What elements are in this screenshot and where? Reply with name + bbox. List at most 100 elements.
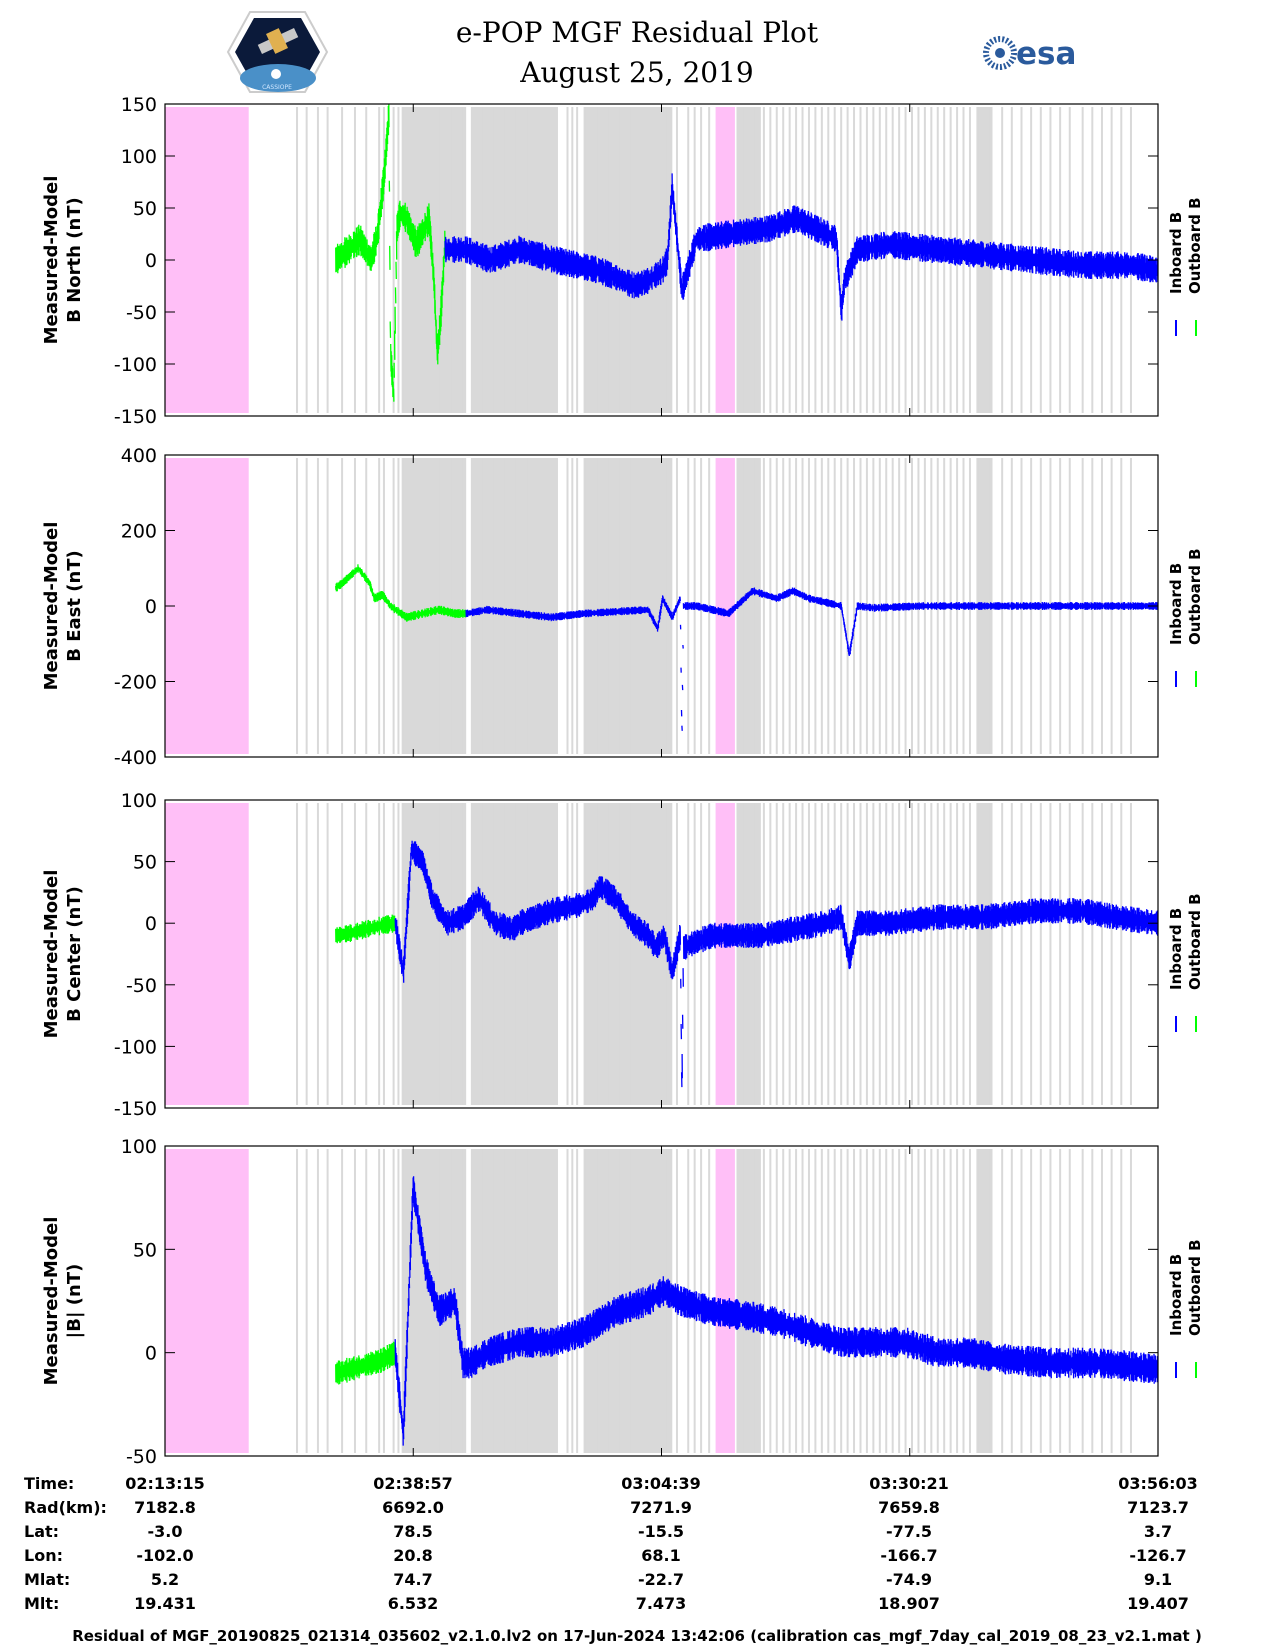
ephemeris-cell: 7182.8: [134, 1498, 196, 1517]
gray-line-band: [872, 803, 875, 1105]
gray-line-band: [700, 803, 703, 1105]
ephemeris-cell: 9.1: [1144, 1570, 1172, 1589]
chart-title-line2: August 25, 2019: [519, 56, 753, 89]
gray-line-band: [930, 1149, 933, 1453]
y-tick-label: 200: [121, 521, 157, 543]
gray-dense-band: [540, 803, 545, 1105]
gray-line-band: [807, 803, 810, 1105]
y-tick-label: 0: [145, 250, 157, 272]
gray-line-band: [853, 458, 856, 754]
gray-line-band: [1100, 803, 1103, 1105]
gray-line-band: [1100, 1149, 1103, 1453]
panel-total: -50 0 50 100 Measured-Model |B| (nT) Inboard B…: [41, 1136, 1204, 1468]
gray-line-band: [807, 458, 810, 754]
gray-dense-band: [669, 458, 673, 754]
gray-dense-band: [671, 803, 673, 1105]
gray-line-band: [968, 1149, 971, 1453]
y-axis-label-line1: Measured-Model: [41, 522, 62, 691]
gray-line-band: [801, 1149, 804, 1453]
gray-line-band: [891, 803, 894, 1105]
ephemeris-cell: 7123.7: [1127, 1498, 1189, 1517]
gray-line-band: [708, 458, 711, 754]
panel-east: -400 -200 0 200 400 Measured-Model B East (nT)…: [41, 445, 1204, 769]
series-outboard-b: [335, 914, 396, 944]
gray-line-band: [891, 1149, 894, 1453]
gray-line-band: [296, 107, 299, 413]
ephemeris-cell: -77.5: [886, 1522, 932, 1541]
gray-line-band: [566, 458, 569, 754]
gray-dense-band: [590, 1149, 595, 1453]
gray-line-band: [943, 1149, 946, 1453]
gray-line-band: [795, 458, 798, 754]
ephemeris-cell: 7659.8: [878, 1498, 940, 1517]
ephemeris-cell: 74.7: [393, 1570, 432, 1589]
gray-line-band: [708, 803, 711, 1105]
y-tick-label: 0: [145, 913, 157, 935]
gray-dense-band: [502, 458, 507, 754]
gray-line-band: [865, 803, 868, 1105]
gray-line-band: [904, 803, 907, 1105]
gray-line-band: [898, 107, 901, 413]
gray-line-band: [788, 458, 791, 754]
gray-dense-band: [759, 803, 761, 1105]
gray-line-band: [898, 1149, 901, 1453]
magenta-band: [165, 803, 249, 1105]
gray-line-band: [576, 1149, 579, 1453]
panel-center: -150 -100 -50 0 50 100 Measured-Model B Center …: [41, 790, 1204, 1120]
gray-line-band: [378, 458, 381, 754]
gray-line-band: [1020, 803, 1023, 1105]
y-axis-label-line1: Measured-Model: [41, 870, 62, 1039]
gray-line-band: [885, 803, 888, 1105]
gray-line-band: [1001, 1149, 1004, 1453]
gray-dense-band: [597, 1149, 602, 1453]
gray-dense-band: [518, 803, 523, 1105]
gray-line-band: [1039, 803, 1042, 1105]
gray-line-band: [397, 1149, 400, 1453]
gray-line-band: [782, 107, 785, 413]
gray-dense-band: [554, 1149, 558, 1453]
gray-line-band: [305, 1149, 308, 1453]
gray-dense-band: [484, 803, 489, 1105]
series-outboard-b: [335, 564, 467, 622]
gray-line-band: [801, 803, 804, 1105]
gray-line-band: [956, 803, 959, 1105]
gray-dense-band: [671, 107, 673, 413]
gray-dense-band: [462, 1149, 467, 1453]
gray-line-band: [1010, 803, 1013, 1105]
y-tick-label: -100: [114, 1036, 157, 1058]
magenta-band: [165, 458, 249, 754]
legend-inboard-label: Inboard B: [1167, 908, 1185, 990]
magenta-band: [715, 803, 735, 1105]
gray-line-band: [1091, 803, 1094, 1105]
ephemeris-cell: -102.0: [136, 1546, 193, 1565]
series-inboard-b: [465, 587, 1158, 731]
ephemeris-cell: 02:38:57: [373, 1474, 453, 1493]
gray-line-band: [814, 803, 817, 1105]
y-tick-label: 50: [133, 198, 157, 220]
gray-line-band: [365, 458, 368, 754]
gray-line-band: [708, 107, 711, 413]
gray-dense-band: [635, 458, 640, 754]
gray-line-band: [382, 458, 385, 754]
gray-dense-band: [671, 458, 673, 754]
gray-dense-band: [756, 458, 761, 754]
gray-line-band: [382, 107, 385, 413]
ephemeris-cell: -126.7: [1129, 1546, 1186, 1565]
gray-line-band: [917, 803, 920, 1105]
ephemeris-cell: 03:04:39: [621, 1474, 701, 1493]
gray-line-band: [1030, 803, 1033, 1105]
gray-dense-band: [621, 803, 626, 1105]
gray-line-band: [1110, 803, 1113, 1105]
gray-dense-band: [585, 1149, 590, 1453]
gray-line-band: [353, 803, 356, 1105]
gray-line-band: [911, 107, 914, 413]
gray-line-band: [365, 1149, 368, 1453]
ephemeris-cell: 7271.9: [630, 1498, 692, 1517]
magenta-band: [165, 1149, 249, 1453]
gray-line-band: [326, 107, 329, 413]
gray-line-band: [316, 803, 319, 1105]
gray-dense-band: [752, 458, 757, 754]
gray-line-band: [801, 107, 804, 413]
